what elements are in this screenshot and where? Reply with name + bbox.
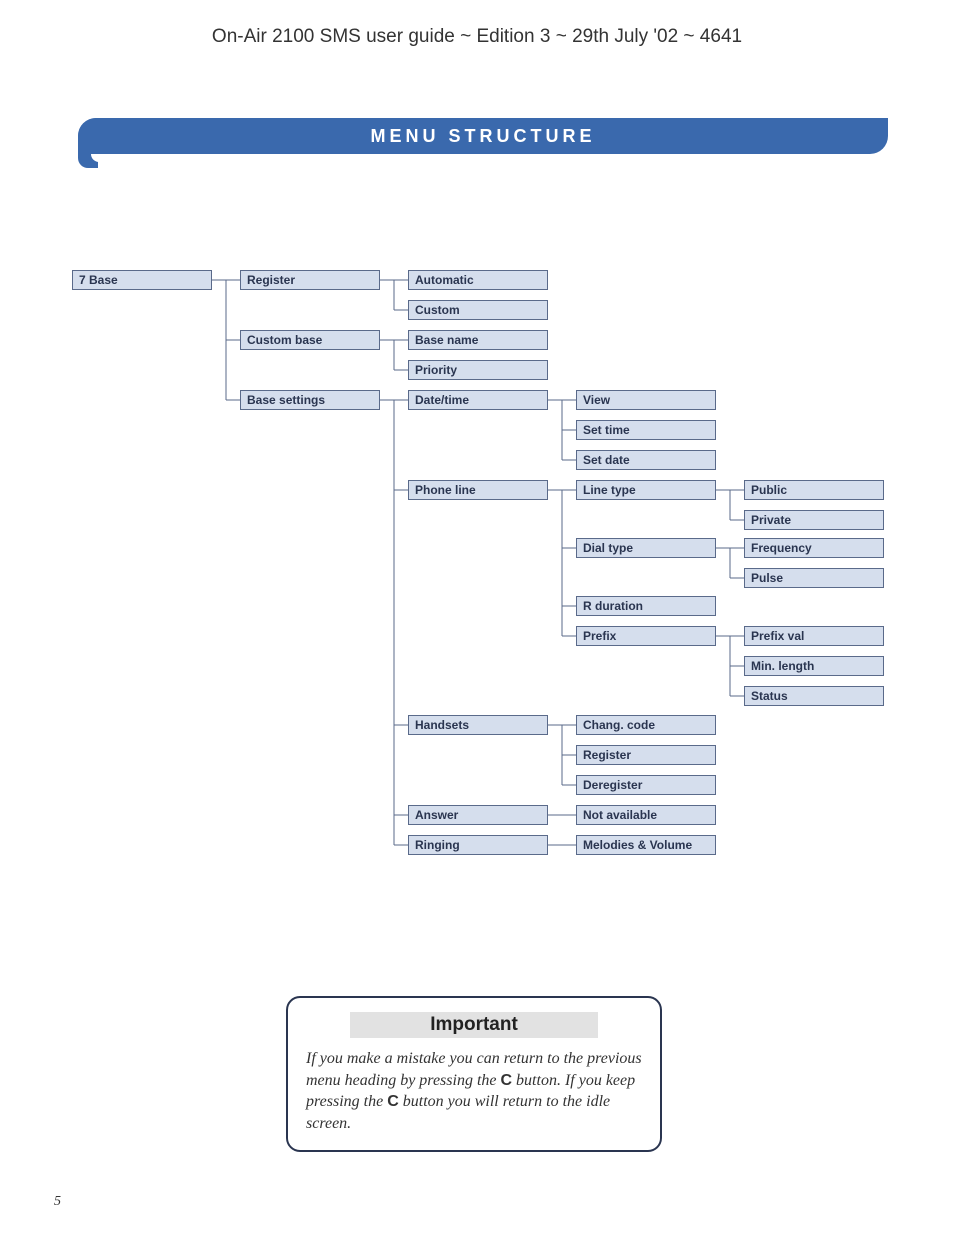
tree-node: Prefix: [576, 626, 716, 646]
page-number: 5: [54, 1194, 61, 1210]
tree-node: Register: [240, 270, 380, 290]
tree-node: Automatic: [408, 270, 548, 290]
banner-main: MENU STRUCTURE: [78, 118, 888, 154]
tree-node: Pulse: [744, 568, 884, 588]
tree-node: Line type: [576, 480, 716, 500]
tree-node: Not available: [576, 805, 716, 825]
tree-node: Priority: [408, 360, 548, 380]
tree-node: View: [576, 390, 716, 410]
important-title-wrap: Important: [306, 1012, 642, 1038]
tree-node: Answer: [408, 805, 548, 825]
tree-node: Handsets: [408, 715, 548, 735]
tree-node: Status: [744, 686, 884, 706]
tree-node: Dial type: [576, 538, 716, 558]
tree-node: Chang. code: [576, 715, 716, 735]
tree-node: Frequency: [744, 538, 884, 558]
tree-node: Base settings: [240, 390, 380, 410]
tree-node: Melodies & Volume: [576, 835, 716, 855]
section-banner: MENU STRUCTURE: [78, 118, 888, 164]
tree-node: 7 Base: [72, 270, 212, 290]
tree-node: Min. length: [744, 656, 884, 676]
tree-node: Base name: [408, 330, 548, 350]
tree-node: Prefix val: [744, 626, 884, 646]
important-body: If you make a mistake you can return to …: [306, 1048, 642, 1134]
banner-title: MENU STRUCTURE: [371, 126, 596, 147]
tree-node: Custom base: [240, 330, 380, 350]
tree-node: Public: [744, 480, 884, 500]
tree-node: Custom: [408, 300, 548, 320]
tree-node: R duration: [576, 596, 716, 616]
tree-node: Deregister: [576, 775, 716, 795]
tree-node: Private: [744, 510, 884, 530]
tree-node: Date/time: [408, 390, 548, 410]
important-box: Important If you make a mistake you can …: [286, 996, 662, 1152]
tree-node: Phone line: [408, 480, 548, 500]
tree-node: Set date: [576, 450, 716, 470]
tree-node: Register: [576, 745, 716, 765]
important-title: Important: [350, 1012, 598, 1038]
tree-node: Set time: [576, 420, 716, 440]
tree-node: Ringing: [408, 835, 548, 855]
page-header: On-Air 2100 SMS user guide ~ Edition 3 ~…: [0, 26, 954, 48]
banner-inner-curve: [91, 154, 888, 162]
